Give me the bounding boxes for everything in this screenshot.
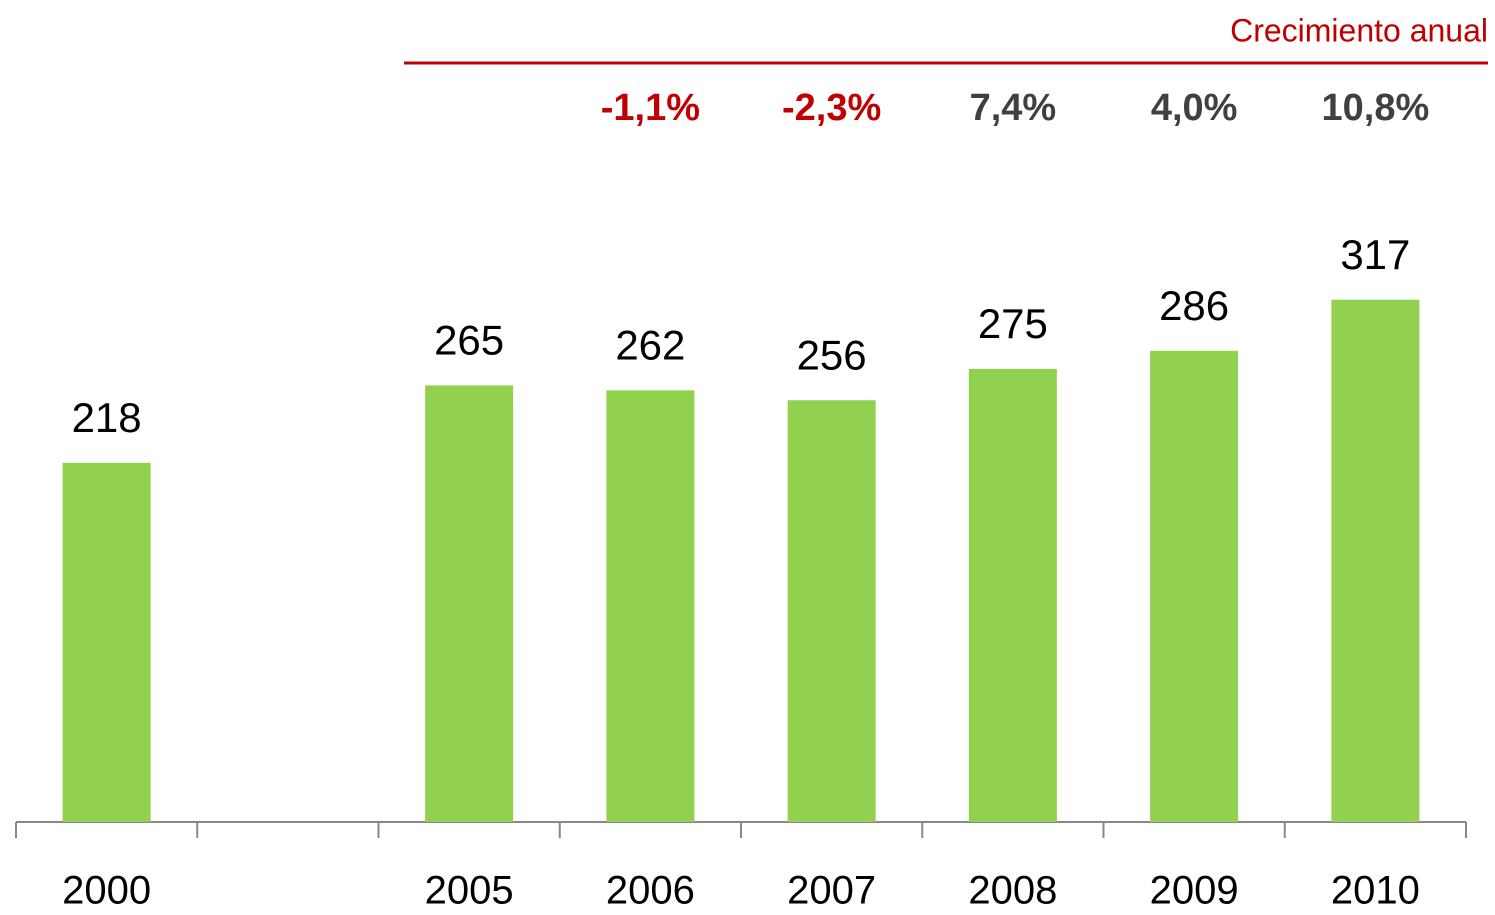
value-label: 256 [797, 331, 867, 378]
bar [62, 462, 151, 822]
value-label: 275 [978, 300, 1048, 347]
x-tick-label: 2009 [1150, 869, 1239, 913]
growth-title: Crecimiento anual [1230, 12, 1488, 48]
value-label: 286 [1159, 282, 1229, 329]
growth-rate: 7,4% [970, 87, 1057, 129]
value-label: 265 [434, 317, 504, 364]
value-label: 317 [1340, 231, 1410, 278]
growth-rate: -2,3% [782, 87, 881, 129]
bar [606, 390, 695, 822]
growth-rate: -1,1% [601, 87, 700, 129]
bar [968, 368, 1057, 822]
value-label: 262 [615, 321, 685, 368]
growth-rate: 10,8% [1322, 87, 1430, 129]
x-tick-label: 2010 [1331, 869, 1420, 913]
x-tick-label: 2008 [968, 869, 1057, 913]
growth-rate: 4,0% [1151, 87, 1238, 129]
bar [425, 385, 514, 822]
bar [787, 400, 876, 822]
x-tick-label: 2000 [62, 869, 151, 913]
bar [1150, 350, 1239, 822]
x-tick-label: 2007 [787, 869, 876, 913]
bar [1331, 299, 1420, 822]
value-label: 218 [72, 394, 142, 441]
x-tick-label: 2005 [425, 869, 514, 913]
x-tick-label: 2006 [606, 869, 695, 913]
